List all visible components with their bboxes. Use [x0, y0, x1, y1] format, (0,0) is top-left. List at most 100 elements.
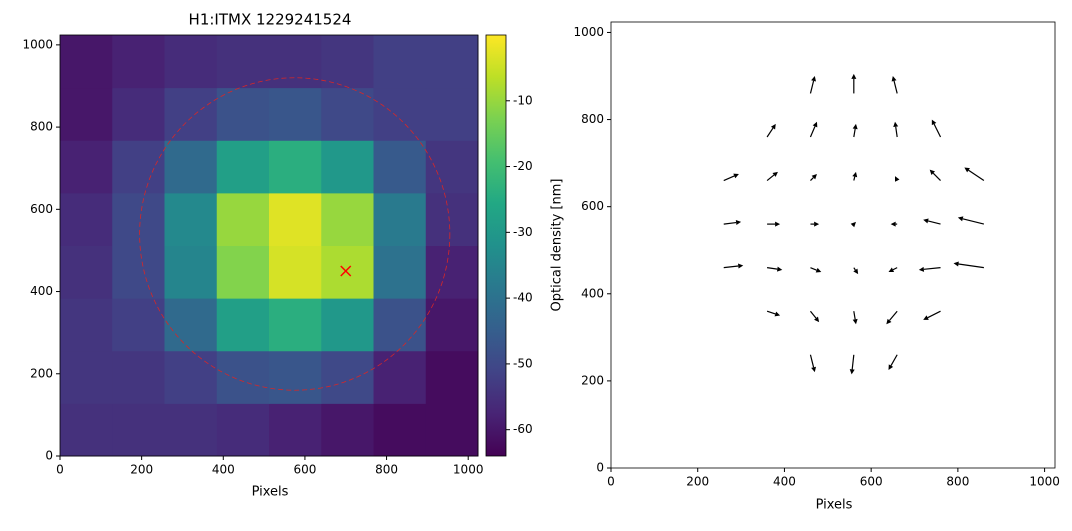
arrow-shaft [853, 311, 856, 320]
heatmap-cell [321, 298, 374, 352]
arrow [767, 221, 781, 227]
heatmap-cell [60, 298, 113, 352]
arrow-head [852, 318, 858, 325]
arrow-shaft [766, 174, 775, 182]
heatmap-cell [269, 403, 322, 457]
arrow-head [812, 121, 818, 128]
arrow-head [964, 167, 970, 173]
arrow-shaft [810, 177, 814, 181]
heatmap-cell [216, 35, 270, 89]
y-tick-label: 400 [30, 284, 53, 298]
heatmap-cell [425, 403, 479, 457]
colorbar-label: Optical density [nm] [550, 179, 565, 312]
marker [340, 265, 352, 277]
arrow [766, 123, 776, 138]
arrow-shaft [890, 354, 898, 366]
heatmap-cell [112, 192, 165, 246]
y-tick-label: 0 [596, 461, 604, 475]
y-tick-label: 200 [581, 373, 604, 387]
arrow [852, 123, 858, 138]
heatmap-cell [216, 87, 270, 141]
arrow-shaft [767, 267, 778, 270]
arrow-shaft [723, 265, 739, 269]
y-tick-label: 0 [45, 449, 53, 463]
heatmap-cell [269, 298, 322, 352]
arrow-shaft [933, 123, 942, 138]
x-tick-label: 0 [56, 463, 64, 477]
arrow-shaft [892, 267, 898, 271]
heatmap-cell [164, 298, 218, 352]
arrow-shaft [723, 221, 737, 225]
arrow [767, 266, 783, 272]
arrow-head [891, 76, 897, 82]
heatmap-cell [164, 35, 218, 89]
arrow-shaft [809, 310, 817, 319]
arrow-head [735, 220, 742, 226]
arrow-head [886, 318, 892, 325]
heatmap-cell [321, 87, 374, 141]
arrow-head [774, 311, 781, 317]
heatmap-cell [112, 140, 165, 194]
arrow-head [850, 221, 856, 228]
heatmap-cell [60, 35, 113, 89]
arrow [953, 261, 984, 269]
arrow [850, 221, 856, 228]
y-tick-label: 1000 [573, 25, 604, 39]
colorbar-tick-label: -10 [513, 93, 533, 107]
arrow [890, 221, 898, 227]
plot-frame [610, 21, 1056, 469]
arrow [923, 310, 941, 320]
arrow-head [852, 123, 858, 130]
arrow-head [776, 266, 783, 272]
x-tick-label: 400 [212, 463, 235, 477]
arrow-head [923, 218, 929, 224]
y-tick-label: 800 [30, 120, 53, 134]
heatmap-cell [269, 350, 322, 404]
arrow-shaft [895, 126, 898, 138]
heatmap-cell [321, 192, 374, 246]
arrow-shaft [766, 127, 774, 138]
heatmap-cell [164, 245, 218, 299]
chart-title: H1:ITMX 1229241524 [189, 11, 352, 29]
x-tick-label: 800 [946, 475, 969, 489]
arrow-head [815, 267, 822, 273]
heatmap-cell [60, 245, 113, 299]
reference-circle [139, 77, 451, 391]
colorbar-tick-label: -50 [513, 356, 533, 370]
arrow-head [811, 174, 817, 180]
heatmap-cell [164, 192, 218, 246]
arrow [809, 76, 817, 94]
arrow-shaft [932, 172, 941, 181]
arrow-head [888, 267, 895, 273]
heatmap-cell [425, 140, 479, 194]
x-tick-label: 200 [686, 475, 709, 489]
arrow-head [814, 316, 820, 323]
x-tick-label: 800 [375, 463, 398, 477]
arrow-shaft [853, 128, 856, 138]
heatmap-cell [321, 350, 374, 404]
heatmap-cell [321, 403, 374, 457]
heatmap-cell [425, 245, 479, 299]
heatmap-cell [60, 350, 113, 404]
arrow [931, 119, 942, 138]
heatmap-cell [269, 192, 322, 246]
arrow-head [814, 221, 820, 227]
colorbar-tick-label: -60 [513, 422, 533, 436]
plot-frame [59, 34, 479, 457]
arrow [810, 221, 820, 227]
colorbar-tick-label: -30 [513, 225, 533, 239]
arrow-shaft [889, 310, 898, 321]
arrow [929, 169, 941, 181]
arrow [723, 263, 744, 269]
heatmap-cell [425, 350, 479, 404]
arrow-head [811, 366, 817, 373]
arrow-shaft [853, 267, 856, 271]
arrow [891, 76, 898, 94]
heatmap-cell [60, 140, 113, 194]
heatmap-cell [269, 140, 322, 194]
arrow-head [851, 73, 857, 79]
heatmap-cell [216, 403, 270, 457]
arrow [723, 220, 742, 226]
heatmap-cell [373, 87, 427, 141]
